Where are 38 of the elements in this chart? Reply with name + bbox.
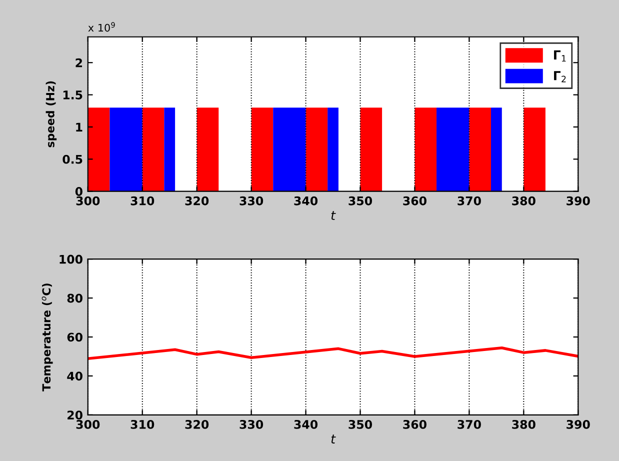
y-axis-title: speed (Hz): [46, 81, 57, 148]
x-tick-label: 310: [130, 196, 154, 206]
y-tick-label: 100: [60, 254, 82, 264]
x-tick-label: 310: [130, 420, 154, 429]
y-tick-label: 0.5: [62, 154, 82, 164]
x-tick-label: 340: [294, 420, 318, 429]
y-tick-label: 80: [67, 294, 82, 303]
line-series: [88, 346, 578, 360]
y-tick-label: 1: [76, 122, 82, 132]
x-tick-label: 350: [348, 196, 372, 206]
x-tick-label: 380: [512, 420, 536, 429]
x-tick-label: 350: [348, 420, 372, 429]
y-tick-label: 20: [68, 410, 82, 420]
x-tick-label: 320: [185, 420, 209, 429]
x-tick-label: 370: [458, 196, 481, 206]
x-tick-label: 390: [566, 420, 590, 429]
y-tick-label: 40: [67, 372, 82, 381]
x-tick-label: 360: [403, 196, 426, 206]
x-axis-title: t: [331, 211, 336, 220]
y-tick-label: 0: [75, 187, 82, 196]
x-tick-label: 390: [566, 196, 590, 206]
y-tick-label: 2: [76, 58, 82, 68]
x-tick-label: 320: [185, 196, 209, 206]
x-tick-label: 360: [403, 420, 426, 429]
y-axis-title: Temperature ($^{o}$C): [42, 284, 53, 392]
x-tick-label: 380: [512, 196, 536, 206]
x-tick-label: 370: [458, 420, 481, 429]
x-tick-label: 340: [294, 196, 318, 206]
x-tick-label: 330: [240, 420, 264, 429]
y-tick-label: 60: [67, 332, 82, 342]
y-tick-label: 1.5: [63, 90, 82, 100]
x-axis-title: t: [331, 434, 336, 444]
x-tick-label: 300: [76, 196, 100, 206]
x-tick-label: 330: [240, 196, 264, 206]
x-tick-label: 300: [76, 420, 100, 429]
legend-label: Γ$_{1}$: [554, 50, 566, 62]
legend-label: Γ$_{2}$: [554, 71, 566, 82]
text: x 10$^{9}$: [88, 22, 115, 32]
